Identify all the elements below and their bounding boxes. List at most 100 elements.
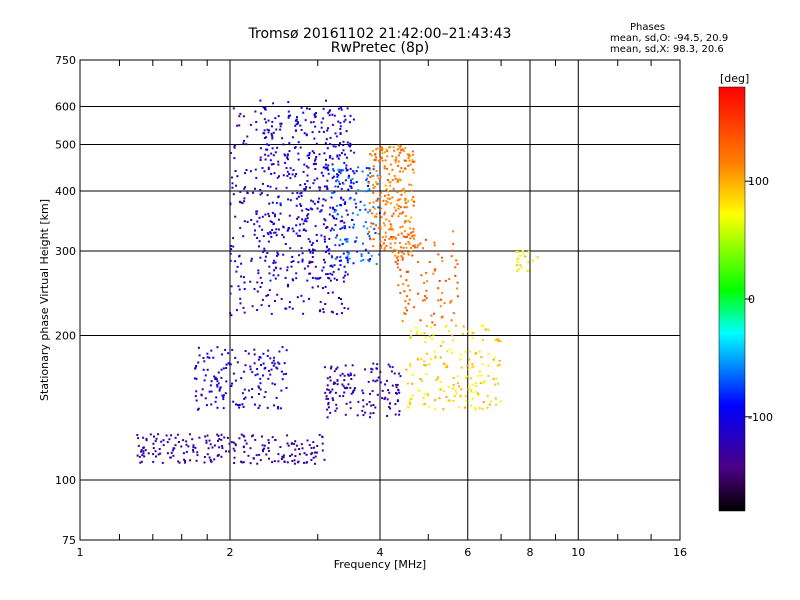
data-point xyxy=(267,240,270,243)
data-point xyxy=(349,374,352,377)
data-point xyxy=(399,198,402,201)
data-point xyxy=(376,174,379,177)
data-point xyxy=(419,378,422,380)
data-point xyxy=(397,215,400,218)
data-point xyxy=(312,163,315,166)
data-point xyxy=(316,445,319,447)
data-point xyxy=(204,397,207,400)
data-point xyxy=(304,229,307,232)
data-point xyxy=(464,350,467,353)
data-point xyxy=(474,408,477,411)
data-point xyxy=(286,154,289,157)
data-point xyxy=(342,140,345,143)
data-point xyxy=(376,379,379,382)
data-point xyxy=(335,403,338,406)
data-point xyxy=(464,377,467,379)
data-point xyxy=(441,260,444,263)
data-point xyxy=(367,252,370,255)
data-point xyxy=(324,163,327,166)
data-point xyxy=(264,391,267,393)
data-point xyxy=(339,255,342,258)
data-point xyxy=(282,236,285,239)
data-point xyxy=(242,115,245,118)
data-point xyxy=(328,252,331,255)
data-point xyxy=(244,396,247,399)
data-point xyxy=(350,179,352,182)
data-point xyxy=(412,204,415,207)
data-point xyxy=(232,193,235,196)
data-point xyxy=(423,363,426,366)
data-point xyxy=(308,152,311,154)
data-point xyxy=(346,273,349,276)
data-point xyxy=(404,236,407,238)
data-point xyxy=(400,149,403,152)
data-point xyxy=(332,206,334,209)
data-point xyxy=(192,450,195,453)
data-point xyxy=(378,159,381,162)
data-point xyxy=(385,244,388,247)
data-point xyxy=(328,156,331,159)
data-point xyxy=(273,362,276,365)
data-point xyxy=(468,385,470,388)
data-point xyxy=(216,380,219,383)
data-point xyxy=(279,128,282,131)
data-point xyxy=(310,459,313,461)
data-point xyxy=(326,179,329,182)
data-point xyxy=(452,387,454,390)
data-point xyxy=(217,371,220,374)
data-point xyxy=(356,213,359,216)
data-point xyxy=(336,175,339,178)
data-point xyxy=(398,146,401,149)
data-point xyxy=(233,449,236,452)
data-point xyxy=(180,445,183,448)
data-point xyxy=(344,413,347,416)
data-point xyxy=(185,450,188,453)
data-point xyxy=(396,383,399,386)
data-point xyxy=(379,226,382,229)
data-point xyxy=(516,269,519,272)
data-point xyxy=(378,177,380,180)
data-point xyxy=(325,273,328,276)
data-point xyxy=(331,273,334,276)
data-point xyxy=(407,302,410,305)
data-point xyxy=(355,181,358,183)
data-point xyxy=(403,191,406,194)
data-point xyxy=(327,406,330,409)
data-point xyxy=(279,212,282,215)
data-point xyxy=(493,356,496,359)
data-point xyxy=(318,189,321,192)
data-point xyxy=(385,148,388,151)
data-point xyxy=(394,209,397,212)
data-point xyxy=(471,331,473,334)
data-point xyxy=(307,213,310,216)
data-point xyxy=(367,181,370,184)
data-point xyxy=(378,253,381,256)
data-point xyxy=(329,279,332,282)
data-point xyxy=(311,251,314,254)
data-point xyxy=(256,368,259,370)
data-point xyxy=(343,265,346,268)
data-point xyxy=(334,382,337,385)
data-point xyxy=(412,200,415,203)
data-point xyxy=(268,457,270,460)
data-point xyxy=(434,399,436,402)
data-point xyxy=(197,361,200,364)
data-point xyxy=(236,124,239,127)
data-point xyxy=(300,106,303,109)
data-point xyxy=(296,217,299,220)
data-point xyxy=(234,356,237,359)
data-point xyxy=(333,370,336,373)
data-point xyxy=(393,206,396,209)
data-point xyxy=(216,406,219,409)
data-point xyxy=(323,185,326,188)
data-point xyxy=(399,170,402,173)
data-point xyxy=(329,136,332,139)
data-point xyxy=(405,243,407,245)
data-point xyxy=(439,380,442,383)
data-point xyxy=(187,445,190,448)
data-point xyxy=(273,269,276,272)
data-point xyxy=(265,453,268,456)
data-point xyxy=(429,357,432,360)
data-point xyxy=(292,169,295,172)
data-point xyxy=(400,167,403,170)
